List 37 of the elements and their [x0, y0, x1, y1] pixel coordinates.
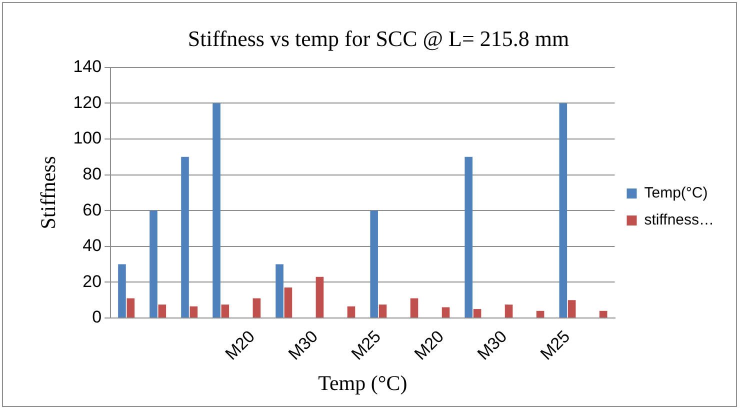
y-tick-label: 120	[73, 92, 102, 112]
x-axis-title: Temp (°C)	[318, 370, 408, 395]
bar	[221, 304, 230, 318]
y-axis-title: Stiffness	[36, 156, 60, 230]
y-tick-label: 0	[92, 308, 102, 327]
bar	[536, 310, 544, 318]
bar	[118, 264, 126, 318]
y-tick-label: 40	[82, 236, 102, 256]
bar	[158, 304, 166, 318]
y-tick-label: 60	[82, 200, 102, 220]
bar	[464, 156, 473, 318]
bar	[442, 307, 450, 318]
bar	[370, 210, 378, 318]
bar	[276, 264, 284, 318]
bar	[181, 156, 189, 318]
legend-label: Temp(°C)	[644, 184, 708, 202]
bar	[568, 300, 576, 318]
bar	[347, 306, 356, 318]
y-tick-label: 140	[73, 57, 102, 76]
bar	[284, 288, 292, 318]
bar	[190, 306, 198, 318]
bar	[212, 103, 220, 318]
y-tick-label: 100	[73, 128, 102, 148]
bar	[559, 103, 568, 318]
bar	[473, 309, 482, 318]
bar	[504, 304, 513, 318]
y-tick-label: 80	[82, 164, 102, 184]
bar	[126, 298, 135, 318]
bar	[316, 276, 324, 318]
chart-title: Stiffness vs temp for SCC @ L= 215.8 mm	[188, 26, 570, 51]
y-tick-label: 20	[82, 272, 102, 291]
legend-label: stiffness…	[644, 212, 714, 229]
bar	[378, 304, 387, 318]
bar	[599, 310, 608, 318]
bar	[252, 298, 261, 318]
bar	[410, 298, 418, 318]
bar	[150, 210, 158, 318]
